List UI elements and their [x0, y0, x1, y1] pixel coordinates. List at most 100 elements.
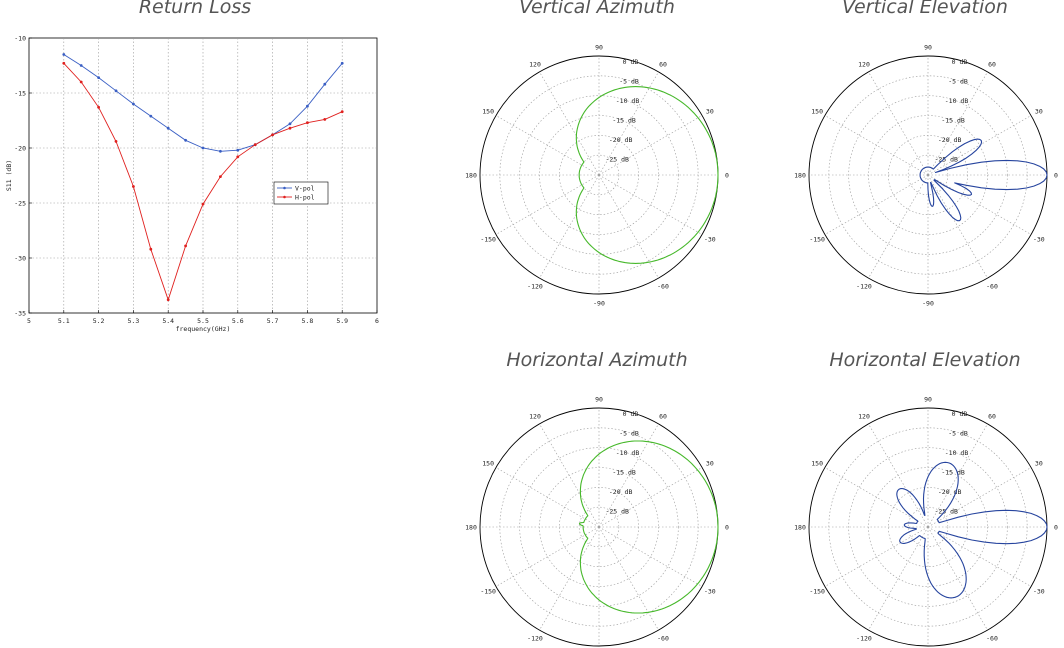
horizontal-azimuth-radial-label: -25 dB	[605, 507, 629, 515]
horizontal-elevation-radial-label: -20 dB	[938, 488, 962, 496]
rl-point-v-pol	[288, 122, 292, 126]
horizontal-azimuth-angle-label: 150	[482, 460, 494, 468]
horizontal-elevation-spoke	[868, 423, 929, 528]
rl-point-h-pol	[166, 298, 170, 302]
rl-y-tick-label: -15	[14, 90, 26, 98]
vertical-azimuth-radial-label: 0 dB	[623, 58, 639, 66]
horizontal-azimuth-radial-label: -10 dB	[616, 449, 640, 457]
rl-point-v-pol	[62, 53, 66, 56]
rl-y-tick-label: -30	[14, 255, 26, 263]
vertical-azimuth-angle-label: 120	[529, 61, 541, 69]
vertical-elevation-radial-label: 0 dB	[952, 58, 968, 66]
rl-x-tick-label: 5.4	[162, 317, 174, 325]
rl-legend-marker	[283, 186, 286, 190]
vertical-azimuth-ring	[578, 154, 620, 196]
rl-point-h-pol	[184, 244, 188, 248]
vertical-azimuth-radial-label: -20 dB	[609, 136, 633, 144]
vertical-azimuth-radial-label: -10 dB	[616, 97, 640, 105]
rl-point-h-pol	[288, 126, 292, 130]
horizontal-azimuth-spoke	[598, 526, 659, 631]
vertical-elevation-spoke	[868, 71, 929, 176]
horizontal-azimuth-radial-label: 0 dB	[623, 410, 639, 418]
rl-point-v-pol	[149, 114, 153, 118]
vertical-azimuth-angle-label: -150	[480, 236, 496, 244]
rl-point-h-pol	[271, 133, 274, 137]
horizontal-elevation-title: Horizontal Elevation	[829, 349, 1021, 371]
horizontal-elevation-angle-label: 0	[1054, 524, 1058, 532]
vertical-elevation-angle-label: -90	[922, 300, 934, 308]
horizontal-elevation-spoke	[927, 526, 988, 631]
horizontal-azimuth-angle-label: -120	[527, 634, 543, 642]
horizontal-elevation-angle-label: 60	[988, 413, 996, 421]
horizontal-azimuth-spoke	[539, 526, 600, 631]
rl-point-h-pol	[253, 143, 257, 147]
horizontal-azimuth-spoke	[495, 526, 600, 587]
horizontal-elevation-radial-label: 0 dB	[952, 410, 968, 418]
rl-point-h-pol	[323, 118, 327, 121]
horizontal-elevation-angle-label: 180	[794, 524, 806, 532]
rl-x-tick-label: 5.1	[58, 317, 70, 325]
vertical-azimuth-angle-label: 150	[482, 108, 494, 116]
rl-point-v-pol	[184, 138, 188, 142]
vertical-elevation-ring	[848, 95, 1008, 255]
vertical-azimuth-angle-label: 0	[725, 172, 729, 180]
vertical-elevation-angle-label: -150	[809, 236, 825, 244]
vertical-elevation-angle-label: 30	[1035, 108, 1043, 116]
rl-y-tick-label: -10	[14, 35, 26, 43]
horizontal-azimuth-spoke	[539, 423, 600, 528]
rl-point-v-pol	[201, 146, 205, 150]
vertical-elevation-spoke	[868, 174, 929, 279]
horizontal-azimuth-radial-label: -5 dB	[619, 429, 639, 437]
vertical-azimuth-spoke	[598, 71, 659, 176]
horizontal-azimuth-spoke	[598, 526, 703, 587]
vertical-elevation-radial-label: -15 dB	[941, 116, 965, 124]
rl-y-tick-label: -20	[14, 145, 26, 153]
horizontal-elevation-angle-label: -150	[809, 588, 825, 596]
horizontal-azimuth-radial-label: -20 dB	[609, 488, 633, 496]
horizontal-elevation-spoke	[824, 526, 929, 587]
horizontal-elevation-angle-label: 90	[924, 396, 932, 404]
vertical-azimuth-angle-label: -90	[593, 300, 605, 308]
rl-point-h-pol	[219, 175, 222, 179]
horizontal-azimuth-angle-label: 120	[529, 413, 541, 421]
horizontal-elevation-radial-label: -25 dB	[934, 507, 958, 515]
vertical-elevation-spoke	[927, 115, 1032, 176]
vertical-elevation-spoke	[927, 174, 988, 279]
horizontal-azimuth-angle-label: -30	[704, 588, 716, 596]
horizontal-elevation-ring	[907, 506, 949, 548]
rl-legend-marker	[283, 195, 286, 199]
horizontal-azimuth-angle-label: 0	[725, 524, 729, 532]
vertical-azimuth-pattern-trace	[575, 86, 719, 264]
vertical-azimuth-radial-label: -25 dB	[605, 155, 629, 163]
rl-x-tick-label: 5.5	[197, 317, 209, 325]
horizontal-azimuth-angle-label: 60	[659, 413, 667, 421]
horizontal-elevation-radial-label: -5 dB	[948, 429, 968, 437]
vertical-azimuth-ring	[519, 95, 679, 255]
rl-x-tick-label: 5.2	[93, 317, 105, 325]
vertical-elevation-pattern-trace	[919, 138, 1048, 222]
vertical-elevation-angle-label: 90	[924, 44, 932, 52]
vertical-elevation-radial-label: -25 dB	[934, 155, 958, 163]
rl-point-v-pol	[340, 61, 344, 65]
rl-x-axis-label: frequency(GHz)	[176, 325, 231, 333]
rl-point-v-pol	[114, 89, 118, 93]
rl-point-h-pol	[114, 140, 118, 143]
rl-point-v-pol	[323, 82, 327, 86]
horizontal-elevation-angle-label: 30	[1035, 460, 1043, 468]
rl-legend-label: H-pol	[295, 193, 315, 201]
rl-point-h-pol	[306, 121, 309, 125]
rl-x-tick-label: 5.9	[336, 317, 348, 325]
vertical-azimuth-spoke	[539, 71, 600, 176]
vertical-elevation-spoke	[824, 174, 929, 235]
vertical-azimuth-angle-label: 180	[465, 172, 477, 180]
rl-x-tick-label: 5.7	[267, 317, 279, 325]
vertical-azimuth-angle-label: -120	[527, 282, 543, 290]
rl-x-tick-label: 5.6	[232, 317, 244, 325]
vertical-elevation-angle-label: -120	[856, 282, 872, 290]
rl-y-axis-label: S11 (dB)	[5, 160, 13, 191]
rl-point-v-pol	[219, 149, 222, 153]
vertical-azimuth-spoke	[539, 174, 600, 279]
vertical-elevation-radial-label: -5 dB	[948, 77, 968, 85]
horizontal-azimuth-angle-label: -60	[657, 634, 669, 642]
